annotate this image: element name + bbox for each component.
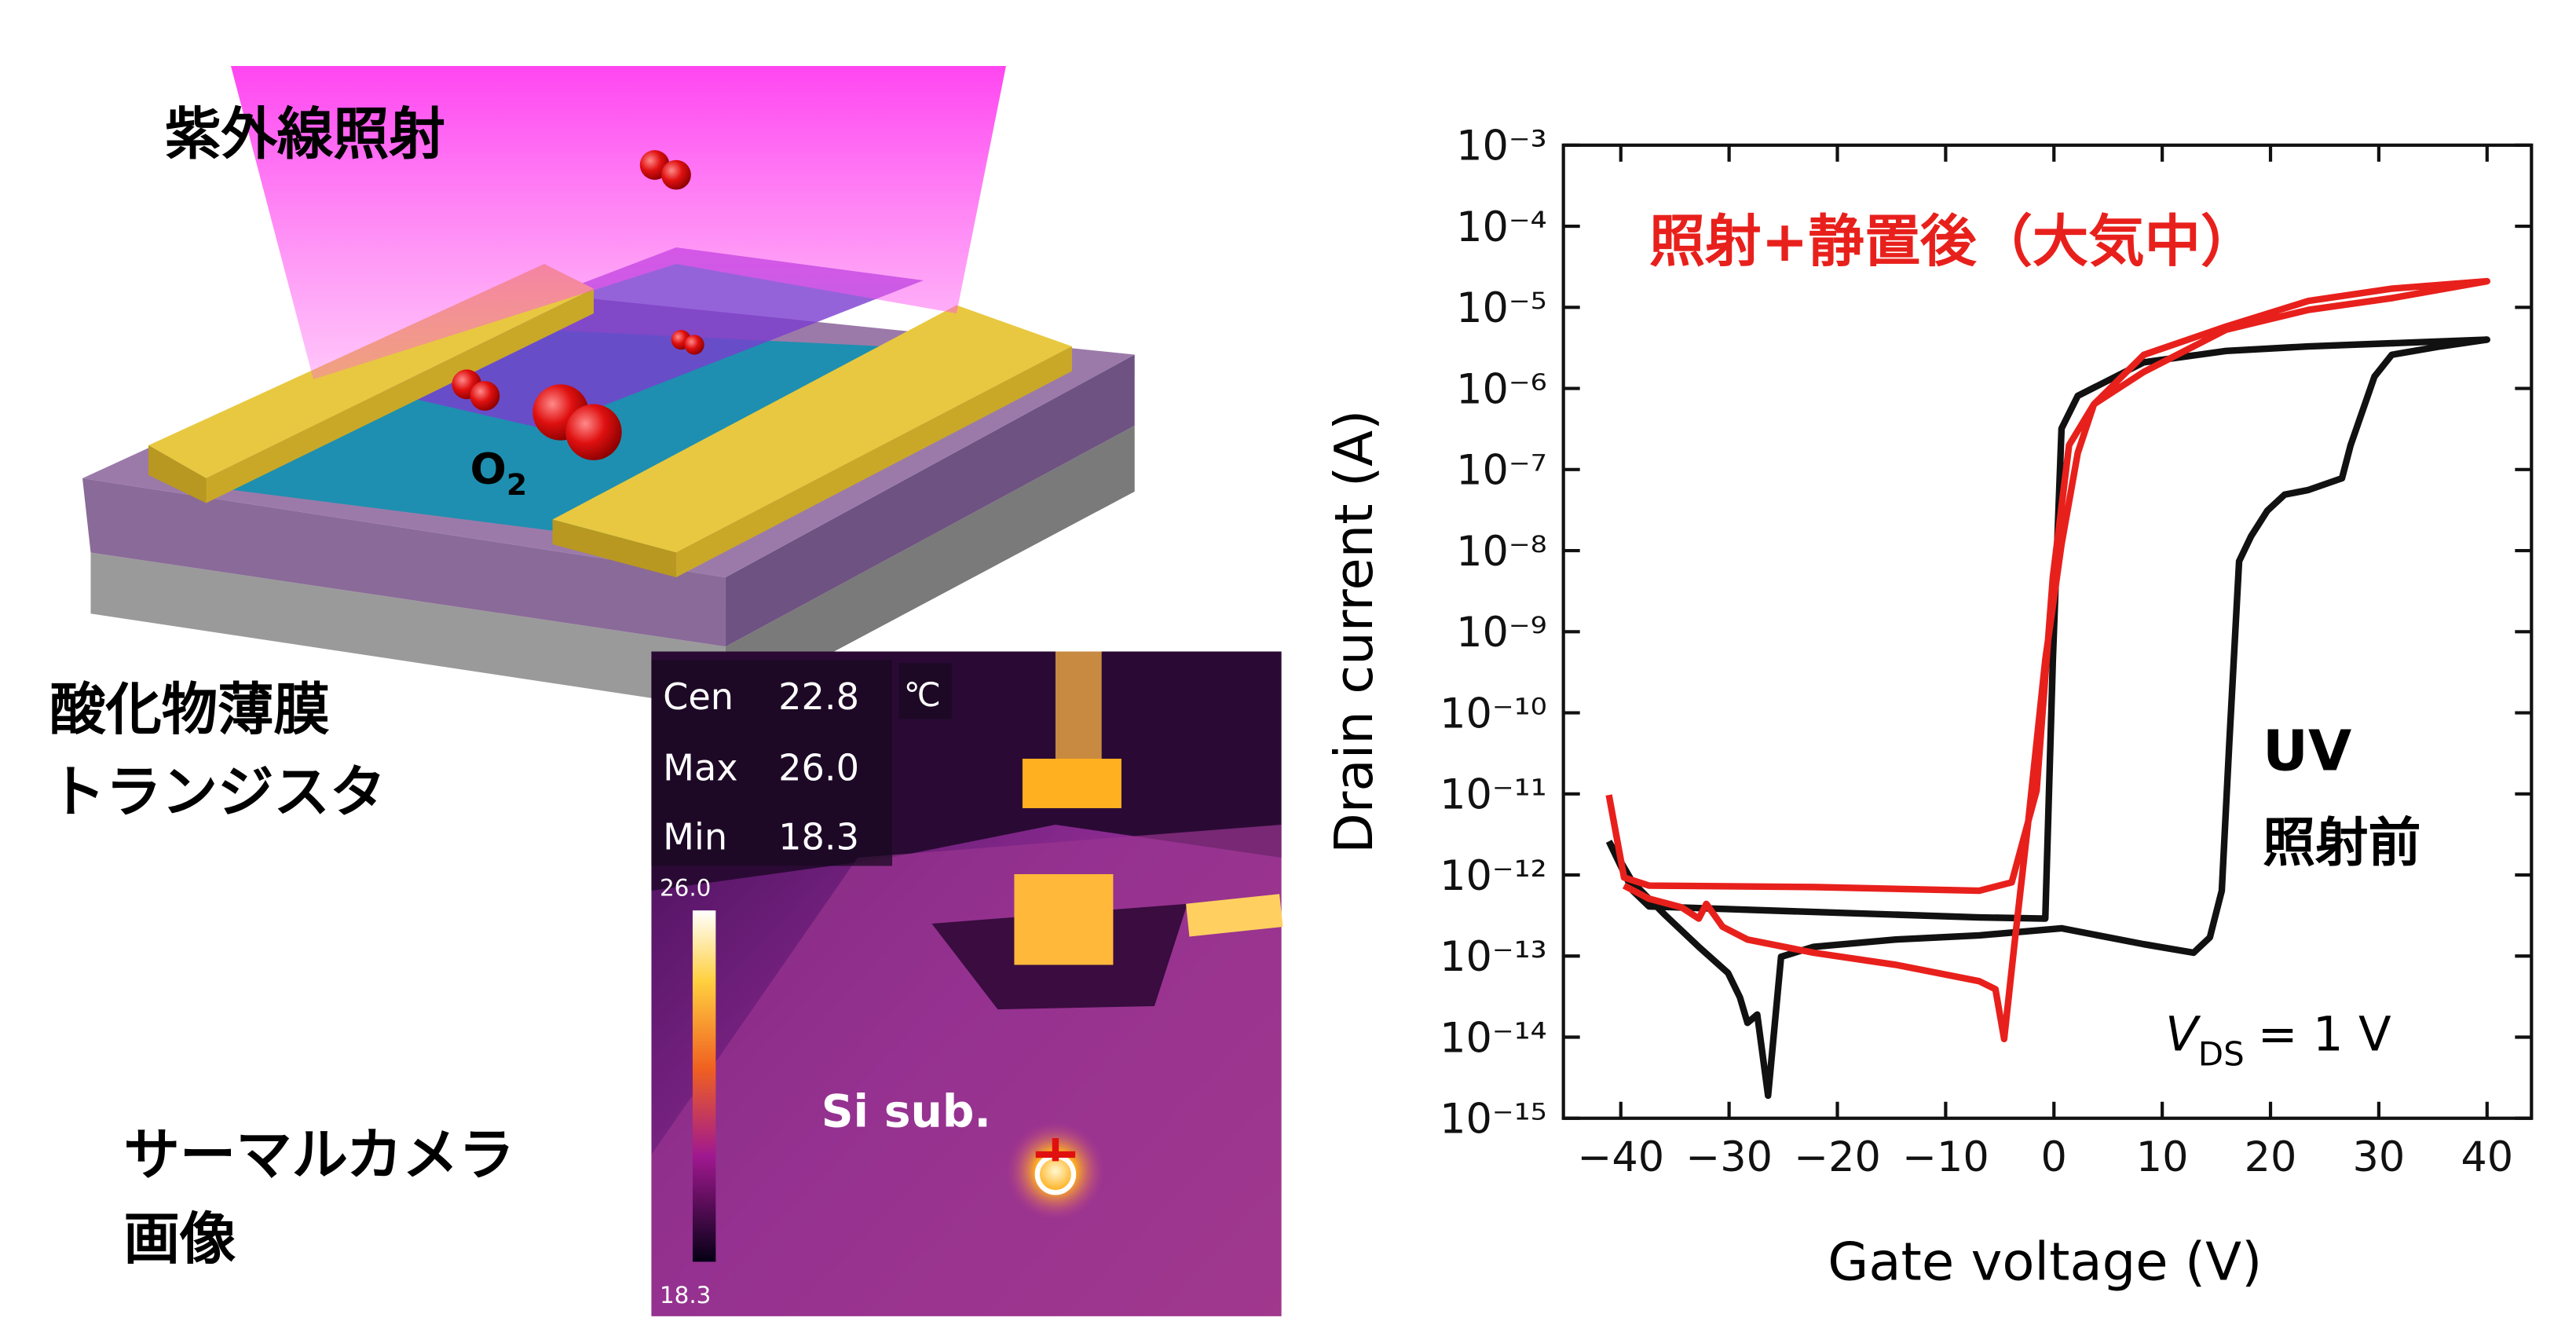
y-tick-label: 10⁻⁴ (1456, 203, 1547, 251)
y-tick-label: 10⁻⁷ (1456, 447, 1547, 495)
series-label: 照射+静置後（大気中） (1649, 209, 2257, 274)
reading-value: 22.8 (778, 675, 859, 718)
device-illustration (82, 66, 1135, 709)
annotation: 照射前 (2263, 812, 2421, 873)
vds-annotation: VDS = 1 V (2165, 1007, 2391, 1074)
beam-label: 紫外線照射 (165, 101, 445, 167)
y-tick-label: 10⁻¹⁴ (1440, 1014, 1547, 1062)
y-tick-label: 10⁻¹⁰ (1440, 690, 1547, 738)
device-label: トランジスタ (49, 760, 386, 825)
x-tick-label: 0 (2041, 1133, 2067, 1181)
y-tick-label: 10⁻⁹ (1456, 609, 1547, 657)
y-tick-label: 10⁻¹³ (1440, 933, 1547, 981)
vds-symbol: V (2165, 1007, 2201, 1063)
x-tick-label: 10 (2136, 1133, 2189, 1181)
reading-value: 26.0 (778, 746, 859, 789)
x-tick-label: 30 (2352, 1133, 2405, 1181)
molecule-label: O2 (470, 443, 527, 502)
y-tick-label: 10⁻¹¹ (1440, 771, 1547, 819)
thermal-image (651, 651, 1283, 1316)
device-label: 酸化物薄膜 (49, 677, 330, 742)
molecule-symbol: O (470, 443, 506, 493)
series-line (1605, 277, 2490, 1043)
y-tick-label: 10⁻⁸ (1456, 528, 1547, 576)
y-tick-label: 10⁻⁵ (1456, 284, 1547, 332)
vds-subscript: DS (2198, 1035, 2245, 1074)
substrate-label: Si sub. (821, 1085, 991, 1137)
reading-unit: ℃ (904, 675, 941, 714)
y-tick-label: 10⁻⁶ (1456, 365, 1547, 413)
reading-name: Cen (663, 675, 734, 718)
x-tick-label: −20 (1794, 1133, 1881, 1181)
thermal-caption: サーマルカメラ (123, 1122, 514, 1188)
chart: Gate voltage (V) Drain current (A) 照射+静置… (1323, 123, 2534, 1293)
y-tick-label: 10⁻³ (1456, 123, 1547, 170)
x-tick-label: 20 (2245, 1133, 2297, 1181)
scale-max: 26.0 (660, 874, 711, 901)
molecule-subscript: 2 (507, 467, 527, 502)
y-tick-label: 10⁻¹² (1440, 852, 1547, 900)
reading-name: Max (663, 746, 738, 789)
reading-name: Min (663, 815, 727, 858)
vds-text: = 1 V (2258, 1007, 2391, 1063)
reading-value: 18.3 (778, 815, 859, 858)
x-tick-label: −10 (1902, 1133, 1989, 1181)
scale-min: 18.3 (660, 1282, 711, 1309)
annotation: UV (2263, 719, 2351, 784)
x-tick-label: −30 (1685, 1133, 1773, 1181)
x-tick-label: −40 (1577, 1133, 1664, 1181)
x-axis-label: Gate voltage (V) (1828, 1232, 2262, 1293)
y-tick-label: 10⁻¹⁵ (1440, 1096, 1547, 1144)
thermal-readings: Cen 22.8 Max 26.0 Min 18.3 ℃ 26.0 18.3 S… (660, 675, 991, 1309)
thermal-caption: 画像 (123, 1206, 236, 1272)
series-line (1605, 336, 2490, 1100)
y-axis-label: Drain current (A) (1323, 410, 1385, 854)
x-tick-label: 40 (2461, 1133, 2513, 1181)
